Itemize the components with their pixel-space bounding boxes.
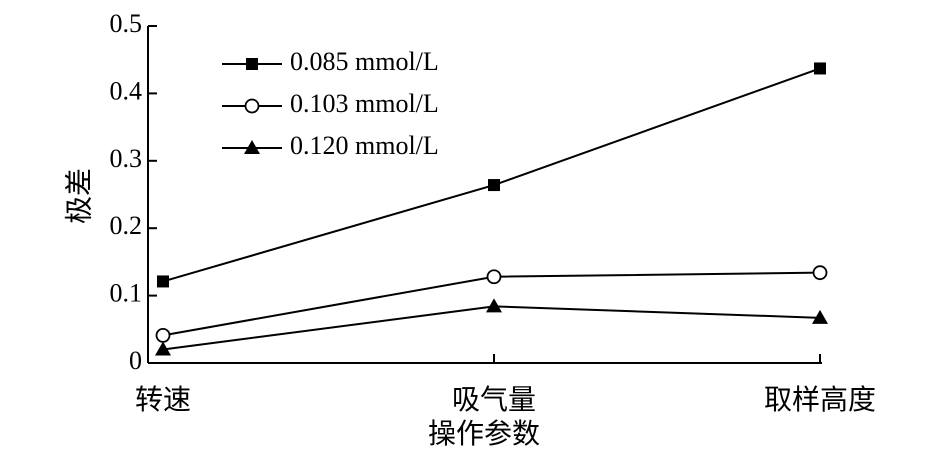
square-marker [157, 275, 169, 288]
triangle-marker [155, 341, 171, 356]
legend-item: 0.103 mmol/L [222, 89, 439, 118]
y-axis-title: 极差 [63, 168, 95, 224]
axes [147, 26, 822, 364]
y-tick-label: 0.2 [110, 211, 143, 240]
x-tick-label: 取样高度 [764, 384, 876, 416]
ticks: 0 0.1 0.2 0.3 0.4 0.5 转速 吸气量 取样高度 [110, 9, 877, 416]
legend-label: 0.120 mmol/L [290, 131, 439, 160]
y-tick-label: 0 [129, 346, 142, 375]
y-tick-label: 0.3 [110, 144, 143, 173]
legend-item: 0.120 mmol/L [222, 131, 439, 160]
legend-label: 0.085 mmol/L [290, 47, 439, 76]
circle-marker [155, 327, 171, 343]
circle-marker [486, 269, 502, 285]
x-axis-title: 操作参数 [428, 418, 540, 450]
series-group [157, 62, 826, 288]
circle-marker [244, 98, 260, 114]
y-tick-label: 0.5 [110, 9, 143, 38]
triangle-marker [486, 298, 502, 313]
triangle-marker [244, 140, 260, 154]
series [155, 62, 828, 356]
legend: 0.085 mmol/L 0.103 mmol/L 0.120 mmol/L [222, 47, 439, 160]
series-line [162, 67, 821, 283]
y-tick-label: 0.1 [110, 279, 143, 308]
series-line [162, 305, 821, 351]
y-tick-label: 0.4 [110, 76, 143, 105]
series-group [155, 298, 828, 356]
square-marker [246, 58, 258, 70]
circle-marker [812, 265, 828, 281]
square-marker [814, 62, 826, 75]
series-group [155, 265, 828, 343]
x-tick-label: 转速 [135, 384, 191, 416]
square-marker [488, 179, 500, 192]
x-tick-label: 吸气量 [452, 384, 536, 416]
triangle-marker [812, 309, 828, 324]
legend-item: 0.085 mmol/L [222, 47, 439, 76]
legend-label: 0.103 mmol/L [290, 89, 439, 118]
